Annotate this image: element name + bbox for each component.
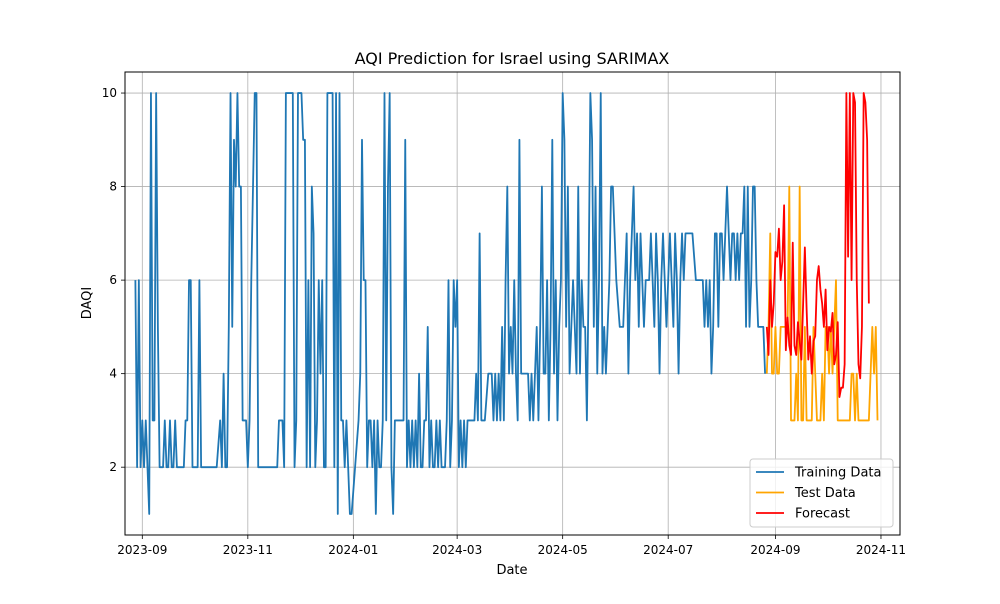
series-layer (134, 92, 879, 515)
x-axis-label: Date (496, 563, 527, 578)
y-axis-label: DAQI (80, 287, 95, 320)
x-tick-label: 2024-03 (432, 543, 482, 557)
x-tick-label: 2023-11 (223, 543, 273, 557)
x-tick-label: 2024-05 (538, 543, 588, 557)
legend-label: Test Data (794, 486, 856, 501)
x-tick-label: 2023-09 (117, 543, 167, 557)
chart-title: AQI Prediction for Israel using SARIMAX (355, 49, 670, 68)
y-tick-label: 10 (102, 86, 117, 100)
x-tick-label: 2024-01 (328, 543, 378, 557)
y-tick-label: 4 (109, 367, 117, 381)
series-line-forecast (765, 92, 870, 398)
plot-frame (124, 71, 901, 536)
legend-box (749, 458, 894, 528)
y-tick-label: 8 (109, 180, 117, 194)
legend: Training Data Test Data Forecast (749, 458, 894, 528)
legend-label: Forecast (795, 507, 850, 522)
x-tick-label: 2024-09 (750, 543, 800, 557)
tick-layer: 2023-09 2023-11 2024-01 2024-03 2024-05 2024-… (102, 86, 906, 557)
y-tick-label: 2 (109, 460, 117, 474)
series-line-training-data (134, 92, 766, 515)
x-tick-label: 2024-07 (643, 543, 693, 557)
x-tick-label: 2024-11 (856, 543, 906, 557)
legend-label: Training Data (794, 466, 881, 481)
y-tick-label: 6 (109, 273, 117, 287)
